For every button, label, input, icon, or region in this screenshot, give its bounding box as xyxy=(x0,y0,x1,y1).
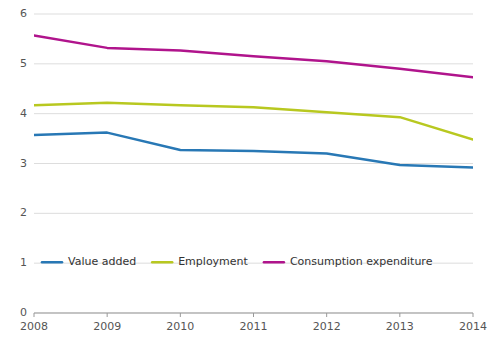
legend-item: Consumption expenditure xyxy=(264,255,433,268)
legend-item: Employment xyxy=(152,255,248,268)
legend: Value added Employment Consumption expendi… xyxy=(42,255,433,268)
grid-line xyxy=(34,14,473,15)
grid-line xyxy=(34,113,473,114)
x-tick xyxy=(253,313,254,317)
y-tick-label: 5 xyxy=(20,57,27,70)
x-tick-label: 2012 xyxy=(313,320,341,333)
x-tick xyxy=(473,313,474,317)
x-tick-label: 2008 xyxy=(20,320,48,333)
y-tick-label: 4 xyxy=(20,107,27,120)
y-tick-label: 1 xyxy=(20,256,27,269)
series-line xyxy=(34,103,473,140)
grid-line xyxy=(34,63,473,64)
chart-container: 0 1 2 3 4 5 6 2008 2009 2010 2011 2012 2013 2014 Value… xyxy=(0,0,491,341)
y-tick-label: 3 xyxy=(20,157,27,170)
legend-item: Value added xyxy=(42,255,136,268)
x-tick xyxy=(34,313,35,317)
legend-swatch xyxy=(42,261,62,264)
series-line xyxy=(34,35,473,77)
chart-svg: 0 1 2 3 4 5 6 2008 2009 2010 2011 2012 2013 2014 Value… xyxy=(0,0,491,341)
x-tick xyxy=(326,313,327,317)
legend-label: Value added xyxy=(68,255,136,268)
x-tick-label: 2011 xyxy=(240,320,268,333)
x-tick xyxy=(399,313,400,317)
y-tick-label: 2 xyxy=(20,206,27,219)
legend-swatch xyxy=(264,261,284,264)
x-tick xyxy=(107,313,108,317)
legend-swatch xyxy=(152,261,172,264)
series-line xyxy=(34,133,473,168)
grid-line xyxy=(34,163,473,164)
plot-area xyxy=(34,35,473,167)
y-axis: 0 1 2 3 4 5 6 xyxy=(20,7,473,319)
legend-label: Consumption expenditure xyxy=(290,255,433,268)
x-tick xyxy=(180,313,181,317)
x-axis: 2008 2009 2010 2011 2012 2013 2014 xyxy=(20,313,487,333)
grid-line xyxy=(34,213,473,214)
x-tick-label: 2014 xyxy=(459,320,487,333)
x-tick-label: 2009 xyxy=(93,320,121,333)
legend-label: Employment xyxy=(178,255,248,268)
x-tick-label: 2013 xyxy=(386,320,414,333)
y-tick-label: 0 xyxy=(20,306,27,319)
x-tick-label: 2010 xyxy=(166,320,194,333)
y-tick-label: 6 xyxy=(20,7,27,20)
